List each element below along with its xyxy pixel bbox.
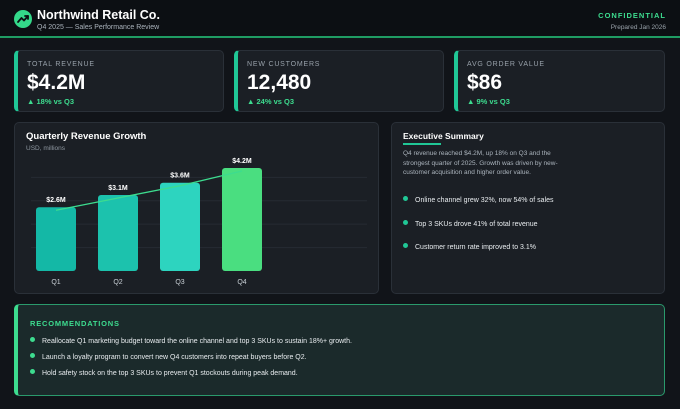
bullet-icon: [403, 220, 408, 225]
kpi-value: 12,480: [247, 71, 312, 94]
kpi-label: AVG ORDER VALUE: [467, 61, 545, 68]
company-name: Northwind Retail Co.: [37, 8, 160, 22]
report-subtitle: Q4 2025 — Sales Performance Review: [37, 24, 160, 31]
report-header: Northwind Retail Co. Q4 2025 — Sales Per…: [0, 0, 680, 38]
summary-item-text: Online channel grew 32%, now 54% of sale…: [415, 197, 554, 204]
bar-q3: [160, 182, 200, 271]
bullet-icon: [403, 243, 408, 248]
summary-item: Online channel grew 32%, now 54% of sale…: [403, 196, 554, 204]
recommendations-panel: RECOMMENDATIONS Reallocate Q1 marketing …: [14, 304, 665, 396]
recommendation-item: Hold safety stock on the top 3 SKUs to p…: [30, 369, 298, 377]
data-label: $4.2M: [232, 158, 252, 165]
summary-item-text: Top 3 SKUs drove 41% of total revenue: [415, 221, 538, 228]
bullet-icon: [403, 196, 408, 201]
confidential-badge: CONFIDENTIAL: [598, 11, 666, 20]
category-label: Q4: [237, 279, 246, 286]
data-label: $3.1M: [108, 185, 128, 192]
bullet-icon: [30, 353, 35, 358]
summary-text: Q4 revenue reached $4.2M, up 18% on Q3 a…: [403, 150, 558, 176]
trend-up-icon: [14, 10, 32, 28]
bullet-icon: [30, 369, 35, 374]
recommendation-text: Launch a loyalty program to convert new …: [42, 354, 307, 361]
kpi-label: NEW CUSTOMERS: [247, 61, 321, 68]
recommendations-title: RECOMMENDATIONS: [30, 319, 120, 328]
recommendation-item: Reallocate Q1 marketing budget toward th…: [30, 337, 352, 345]
kpi-label: TOTAL REVENUE: [27, 61, 95, 68]
category-label: Q1: [51, 279, 60, 286]
kpi-value: $4.2M: [27, 71, 86, 94]
revenue-bar-chart: $2.6M Q1 $3.1M Q2 $3.6M Q3 $4.2M Q4: [31, 158, 367, 286]
category-label: Q3: [175, 279, 184, 286]
kpi-value: $86: [467, 71, 503, 94]
kpi-card-total-revenue: TOTAL REVENUE $4.2M ▲ 18% vs Q3: [14, 50, 224, 112]
executive-summary-panel: Executive Summary Q4 revenue reached $4.…: [391, 122, 665, 294]
bar-q4: [222, 168, 262, 271]
kpi-card-new-customers: NEW CUSTOMERS 12,480 ▲ 24% vs Q3: [234, 50, 444, 112]
kpi-delta: ▲ 24% vs Q3: [247, 97, 295, 106]
summary-title: Executive Summary: [403, 131, 484, 141]
recommendation-text: Hold safety stock on the top 3 SKUs to p…: [42, 370, 298, 377]
data-label: $2.6M: [46, 197, 66, 204]
bar-q2: [98, 194, 138, 271]
trend-line: [55, 170, 243, 211]
summary-divider: [403, 143, 441, 145]
chart-title: Quarterly Revenue Growth: [26, 131, 147, 142]
data-label: $3.6M: [170, 173, 190, 180]
bullet-icon: [30, 337, 35, 342]
revenue-chart-panel: $2.6M Q1 $3.1M Q2 $3.6M Q3 $4.2M Q4 Quarterly R…: [14, 122, 379, 294]
recommendation-text: Reallocate Q1 marketing budget toward th…: [42, 338, 352, 345]
kpi-card-avg-order-value: AVG ORDER VALUE $86 ▲ 9% vs Q3: [454, 50, 665, 112]
kpi-delta: ▲ 18% vs Q3: [27, 97, 75, 106]
kpi-delta: ▲ 9% vs Q3: [467, 97, 510, 106]
chart-subtitle: USD, millions: [26, 145, 66, 152]
prepared-date: Prepared Jan 2026: [610, 24, 666, 31]
summary-item: Top 3 SKUs drove 41% of total revenue: [403, 220, 538, 228]
bar-q1: [36, 207, 76, 271]
summary-item-text: Customer return rate improved to 3.1%: [415, 244, 536, 251]
summary-item: Customer return rate improved to 3.1%: [403, 243, 536, 251]
recommendation-item: Launch a loyalty program to convert new …: [30, 353, 307, 361]
category-label: Q2: [113, 279, 122, 286]
